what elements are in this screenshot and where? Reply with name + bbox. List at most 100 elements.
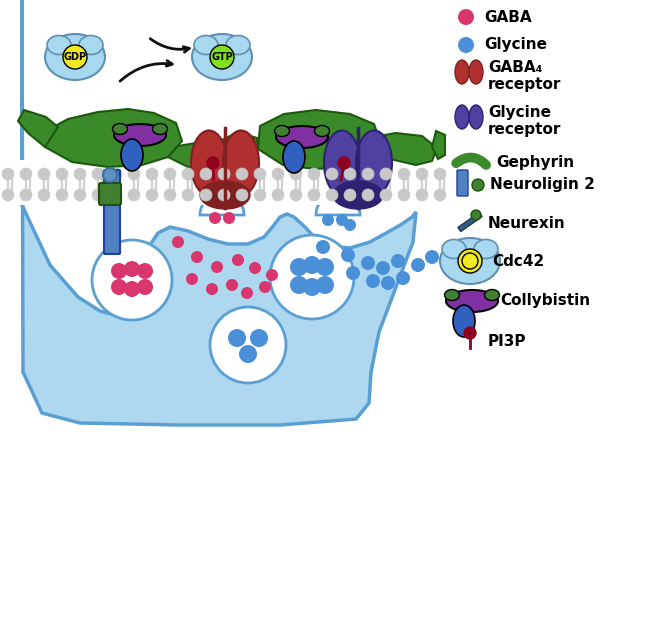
Circle shape <box>259 281 271 293</box>
Circle shape <box>391 254 405 268</box>
Wedge shape <box>316 193 360 215</box>
Circle shape <box>210 307 286 383</box>
Circle shape <box>164 168 176 180</box>
Circle shape <box>316 276 334 294</box>
Circle shape <box>38 168 50 180</box>
Circle shape <box>381 276 395 290</box>
Circle shape <box>137 279 153 295</box>
Circle shape <box>303 278 321 296</box>
Circle shape <box>20 168 32 180</box>
Circle shape <box>2 189 14 201</box>
Circle shape <box>186 273 198 285</box>
Circle shape <box>239 345 257 363</box>
FancyArrowPatch shape <box>456 157 486 165</box>
Circle shape <box>458 9 474 25</box>
Circle shape <box>128 189 140 201</box>
Ellipse shape <box>440 238 500 284</box>
Ellipse shape <box>192 34 252 80</box>
Circle shape <box>200 168 212 180</box>
Circle shape <box>103 168 117 182</box>
Ellipse shape <box>45 34 105 80</box>
Circle shape <box>74 168 86 180</box>
Circle shape <box>249 262 261 274</box>
Circle shape <box>462 253 478 269</box>
Circle shape <box>56 189 68 201</box>
Text: PI3P: PI3P <box>488 333 527 349</box>
Circle shape <box>338 157 350 169</box>
Ellipse shape <box>474 239 498 258</box>
Circle shape <box>346 266 360 280</box>
Polygon shape <box>432 131 445 159</box>
Circle shape <box>111 263 127 279</box>
Circle shape <box>254 168 266 180</box>
Circle shape <box>146 189 158 201</box>
Circle shape <box>471 210 481 220</box>
Ellipse shape <box>276 126 328 148</box>
Ellipse shape <box>152 123 168 135</box>
Circle shape <box>92 168 104 180</box>
Circle shape <box>290 258 308 276</box>
Circle shape <box>210 45 234 69</box>
Circle shape <box>226 279 238 291</box>
Text: GDP: GDP <box>63 52 86 62</box>
Circle shape <box>380 168 392 180</box>
Circle shape <box>206 283 218 295</box>
Ellipse shape <box>356 131 392 196</box>
Polygon shape <box>45 109 182 167</box>
Circle shape <box>425 250 439 264</box>
Polygon shape <box>22 0 416 425</box>
Circle shape <box>308 189 320 201</box>
Circle shape <box>344 168 356 180</box>
Circle shape <box>92 189 104 201</box>
Ellipse shape <box>114 124 166 146</box>
Ellipse shape <box>333 181 383 209</box>
Ellipse shape <box>324 131 360 196</box>
Circle shape <box>182 168 194 180</box>
Circle shape <box>228 329 246 347</box>
Ellipse shape <box>469 60 483 84</box>
Ellipse shape <box>47 36 71 55</box>
FancyBboxPatch shape <box>99 183 121 205</box>
Ellipse shape <box>453 305 475 337</box>
Ellipse shape <box>79 36 103 55</box>
Circle shape <box>211 261 223 273</box>
Ellipse shape <box>283 141 305 173</box>
Ellipse shape <box>223 131 259 196</box>
Circle shape <box>137 263 153 279</box>
Circle shape <box>254 189 266 201</box>
Text: Glycine
receptor: Glycine receptor <box>488 105 562 137</box>
Circle shape <box>411 258 425 272</box>
Polygon shape <box>368 133 437 165</box>
Circle shape <box>272 189 284 201</box>
Circle shape <box>361 256 375 270</box>
Circle shape <box>344 189 356 201</box>
Ellipse shape <box>112 123 127 135</box>
Ellipse shape <box>226 36 250 55</box>
Circle shape <box>92 240 172 320</box>
Circle shape <box>376 261 390 275</box>
Circle shape <box>56 168 68 180</box>
Circle shape <box>200 189 212 201</box>
Circle shape <box>290 276 308 294</box>
Circle shape <box>250 329 268 347</box>
Circle shape <box>380 189 392 201</box>
Circle shape <box>124 261 140 277</box>
Circle shape <box>416 168 428 180</box>
Circle shape <box>2 168 14 180</box>
Text: Glycine: Glycine <box>484 37 547 53</box>
Circle shape <box>110 168 122 180</box>
Circle shape <box>434 168 446 180</box>
Circle shape <box>362 168 374 180</box>
Circle shape <box>398 189 410 201</box>
Ellipse shape <box>446 290 498 312</box>
Circle shape <box>472 179 484 191</box>
Circle shape <box>272 168 284 180</box>
Ellipse shape <box>455 105 469 129</box>
Circle shape <box>266 269 278 281</box>
Circle shape <box>223 212 235 224</box>
Circle shape <box>458 37 474 53</box>
FancyBboxPatch shape <box>104 170 120 254</box>
Circle shape <box>20 189 32 201</box>
Circle shape <box>458 249 482 273</box>
Circle shape <box>326 189 338 201</box>
